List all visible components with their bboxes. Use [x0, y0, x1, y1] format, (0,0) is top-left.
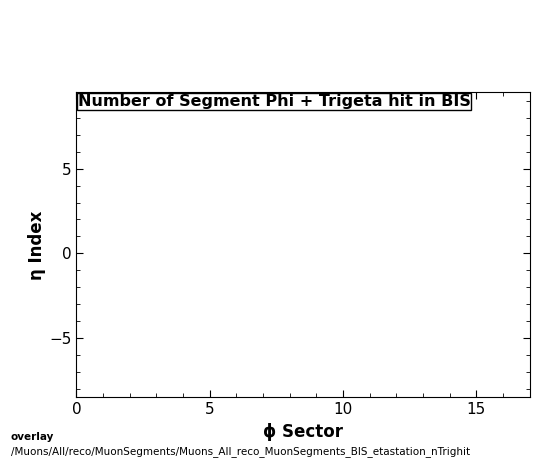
Text: overlay: overlay — [11, 432, 54, 442]
Y-axis label: η Index: η Index — [28, 210, 46, 280]
Text: /Muons/All/reco/MuonSegments/Muons_All_reco_MuonSegments_BIS_etastation_nTrighit: /Muons/All/reco/MuonSegments/Muons_All_r… — [11, 446, 470, 457]
X-axis label: ϕ Sector: ϕ Sector — [263, 423, 343, 441]
Legend:  — [77, 93, 471, 110]
